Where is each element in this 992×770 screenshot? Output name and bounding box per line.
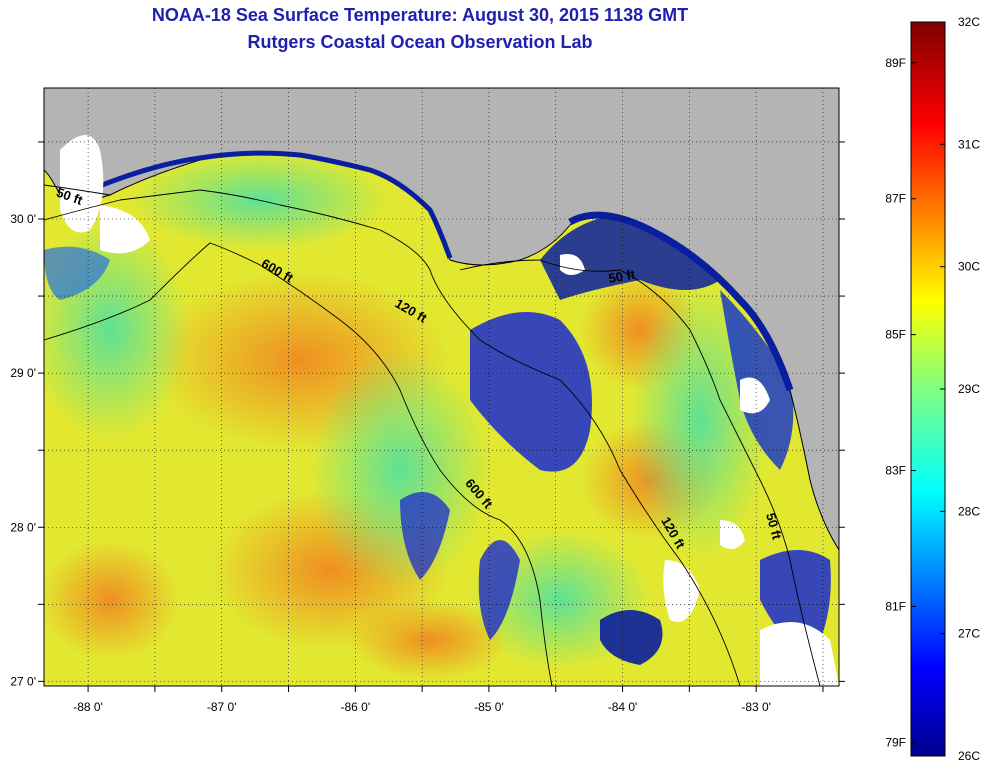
contour-120ft bbox=[44, 189, 741, 686]
lat-tick-label: 30 0' bbox=[10, 212, 36, 226]
cool-water-patch bbox=[310, 350, 490, 590]
colorbar-label-f: 79F bbox=[885, 735, 906, 749]
graticule bbox=[44, 88, 839, 686]
cloud-patch bbox=[760, 622, 839, 686]
colorbar-label-c: 28C bbox=[958, 504, 980, 518]
lat-tick-label: 29 0' bbox=[10, 366, 36, 380]
coastal-cold-strip bbox=[89, 150, 453, 259]
contour-50ft bbox=[44, 184, 821, 686]
cloud-patch bbox=[100, 205, 150, 254]
lon-tick-label: -87 0' bbox=[207, 700, 237, 714]
contour-label: 50 ft bbox=[763, 511, 785, 541]
map-title: NOAA-18 Sea Surface Temperature: August … bbox=[151, 5, 689, 25]
cold-water-patch bbox=[44, 246, 110, 300]
warm-water-patch bbox=[44, 540, 180, 660]
contour-label: 50 ft bbox=[607, 266, 637, 286]
map-frame bbox=[43, 87, 840, 687]
lat-tick-label: 28 0' bbox=[10, 520, 36, 534]
coastal-cold-strip bbox=[568, 211, 794, 392]
lon-tick-label: -84 0' bbox=[608, 700, 638, 714]
colorbar-label-f: 83F bbox=[885, 464, 906, 478]
colorbar-label-f: 85F bbox=[885, 328, 906, 342]
lat-tick-label: 27 0' bbox=[10, 674, 36, 688]
colorbar-label-c: 32C bbox=[958, 15, 980, 29]
colorbar-label-c: 29C bbox=[958, 382, 980, 396]
cloud-patch bbox=[663, 560, 700, 622]
lon-tick-label: -88 0' bbox=[73, 700, 103, 714]
lon-tick-label: -83 0' bbox=[741, 700, 771, 714]
colorbar-label-c: 30C bbox=[958, 260, 980, 274]
lon-tick-label: -85 0' bbox=[474, 700, 504, 714]
cloud-patch bbox=[720, 520, 745, 549]
colorbar-label-c: 26C bbox=[958, 749, 980, 763]
warm-water-patch bbox=[350, 600, 510, 680]
cloud-patch bbox=[740, 377, 770, 414]
map-subtitle: Rutgers Coastal Ocean Observation Lab bbox=[247, 32, 593, 52]
lon-tick-label: -86 0' bbox=[340, 700, 370, 714]
colorbar-label-f: 89F bbox=[885, 56, 906, 70]
colorbar bbox=[910, 21, 946, 757]
cold-water-patch bbox=[400, 492, 450, 580]
cold-water-patch bbox=[600, 610, 663, 665]
colorbar-label-f: 81F bbox=[885, 599, 906, 613]
colorbar-label-f: 87F bbox=[885, 192, 906, 206]
colorbar-label-c: 27C bbox=[958, 627, 980, 641]
colorbar-label-c: 31C bbox=[958, 137, 980, 151]
cloud-patch bbox=[60, 135, 104, 233]
contour-600ft bbox=[44, 242, 553, 686]
axis-ticks: -88 0' -87 0' -86 0' -85 0' -84 0' -83 0' 27 0… bbox=[10, 141, 845, 714]
colorbar-ticks: 26C 27C 28C 29C 30C 31C 32C 79F 81F 83F 85F 87F 89F bbox=[885, 15, 980, 763]
